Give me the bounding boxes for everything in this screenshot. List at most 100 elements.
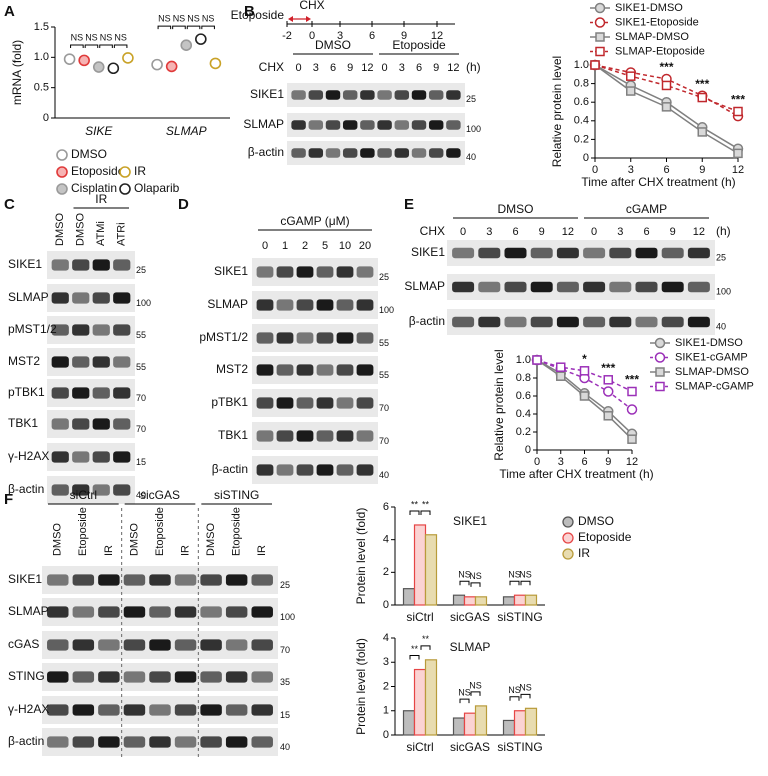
row-label: SIKE1 bbox=[250, 87, 284, 101]
blot-band bbox=[556, 281, 579, 293]
size-marker: 100 bbox=[280, 612, 295, 622]
legend-marker bbox=[594, 17, 606, 28]
blot-band bbox=[446, 90, 461, 100]
x-tick-label: 6 bbox=[581, 456, 587, 468]
legend-marker bbox=[595, 46, 605, 57]
blot-band bbox=[47, 574, 69, 586]
data-point bbox=[63, 53, 76, 65]
blot-band bbox=[583, 281, 606, 293]
row-label: γ-H2AX bbox=[8, 449, 49, 463]
size-marker: 40 bbox=[379, 470, 389, 480]
data-point bbox=[556, 371, 566, 381]
y-axis-label: Relative protein level bbox=[492, 349, 506, 460]
blot-band bbox=[113, 387, 131, 399]
blot-band bbox=[478, 247, 501, 259]
row-label: cGAS bbox=[8, 637, 39, 651]
panel-label: C bbox=[4, 196, 15, 213]
lane-label: 6 bbox=[416, 62, 422, 74]
row-label: γ-H2AX bbox=[8, 702, 49, 716]
blot-band bbox=[360, 120, 375, 130]
lane-label: 0 bbox=[296, 62, 302, 74]
size-marker: 100 bbox=[466, 124, 481, 134]
lane-label: Etoposide bbox=[231, 507, 243, 556]
blot-band bbox=[291, 120, 306, 130]
blot-band bbox=[256, 397, 274, 409]
blot-band bbox=[478, 316, 501, 328]
legend-marker bbox=[594, 2, 606, 14]
blot-band bbox=[72, 259, 90, 271]
significance-bracket bbox=[201, 25, 215, 30]
blot-band bbox=[296, 266, 314, 278]
blot-band bbox=[428, 120, 444, 130]
blot-band bbox=[325, 148, 341, 158]
lane-label: 9 bbox=[670, 226, 676, 238]
blot-band bbox=[98, 736, 120, 748]
bar bbox=[452, 717, 466, 736]
row-label: pMST1/2 bbox=[8, 322, 57, 336]
x-tick-label: siCtrl bbox=[406, 610, 433, 624]
blot-band bbox=[72, 418, 90, 430]
bar bbox=[424, 659, 438, 736]
legend-marker bbox=[654, 352, 666, 363]
blot-band bbox=[51, 259, 69, 271]
blot-band bbox=[251, 606, 273, 618]
treatment-label: Etoposide bbox=[231, 8, 285, 22]
y-axis-label: Protein level (fold) bbox=[354, 508, 368, 605]
header-label: IR bbox=[95, 192, 107, 206]
legend-label: SIKE1-DMSO bbox=[615, 2, 683, 14]
blot-band bbox=[356, 464, 374, 476]
blot-band bbox=[276, 397, 294, 409]
y-tick-label: 4 bbox=[383, 534, 389, 546]
blot-band bbox=[72, 639, 95, 651]
legend-label: SLMAP-DMSO bbox=[615, 31, 689, 43]
header-label: cGAMP (μM) bbox=[280, 214, 349, 228]
row-label: pTBK1 bbox=[8, 385, 45, 399]
blot-band bbox=[123, 639, 146, 651]
blot-band bbox=[149, 704, 171, 716]
x-tick-label: 0 bbox=[534, 456, 540, 468]
y-axis-label: mRNA (fold) bbox=[10, 40, 24, 105]
blot-band bbox=[92, 451, 110, 463]
lane-label: 9 bbox=[347, 62, 353, 74]
row-label: SLMAP bbox=[243, 117, 284, 131]
blot-band bbox=[336, 364, 354, 376]
data-point bbox=[661, 102, 672, 112]
blot-band bbox=[452, 281, 475, 293]
bar bbox=[402, 710, 416, 736]
group-label: DMSO bbox=[498, 202, 534, 216]
y-axis-label: Relative protein level bbox=[550, 56, 564, 167]
blot-band bbox=[583, 316, 606, 328]
lane-label: Etoposide bbox=[154, 507, 166, 556]
blot-band bbox=[296, 464, 314, 476]
blot-band bbox=[92, 418, 110, 430]
blot-band bbox=[356, 299, 374, 311]
lane-label: 0 bbox=[460, 226, 466, 238]
significance: NS bbox=[100, 32, 113, 42]
blot-band bbox=[256, 299, 274, 311]
blot-band bbox=[360, 148, 375, 158]
data-point bbox=[603, 375, 613, 385]
blot-band bbox=[687, 247, 710, 259]
row-label: TBK1 bbox=[8, 416, 38, 430]
row-label: SIKE1 bbox=[214, 264, 248, 278]
legend-marker bbox=[56, 166, 68, 178]
y-tick-label: 1 bbox=[383, 705, 389, 717]
size-marker: 55 bbox=[379, 370, 389, 380]
significance: NS bbox=[469, 680, 482, 690]
lane-label: 0 bbox=[591, 226, 597, 238]
bar bbox=[463, 712, 477, 736]
blot-band bbox=[446, 120, 461, 130]
legend-label: SLMAP-Etoposide bbox=[615, 45, 705, 57]
blot-band bbox=[200, 606, 222, 618]
row-label: pTBK1 bbox=[211, 395, 248, 409]
timeline-label: -2 bbox=[282, 30, 292, 42]
bar bbox=[502, 596, 516, 606]
blot-band bbox=[291, 90, 306, 100]
data-point bbox=[195, 33, 207, 45]
bar bbox=[502, 719, 516, 736]
panel-label: B bbox=[244, 3, 255, 20]
legend-marker bbox=[56, 149, 68, 161]
data-point bbox=[579, 391, 590, 401]
bar bbox=[474, 596, 488, 606]
lane-label: 3 bbox=[486, 226, 492, 238]
